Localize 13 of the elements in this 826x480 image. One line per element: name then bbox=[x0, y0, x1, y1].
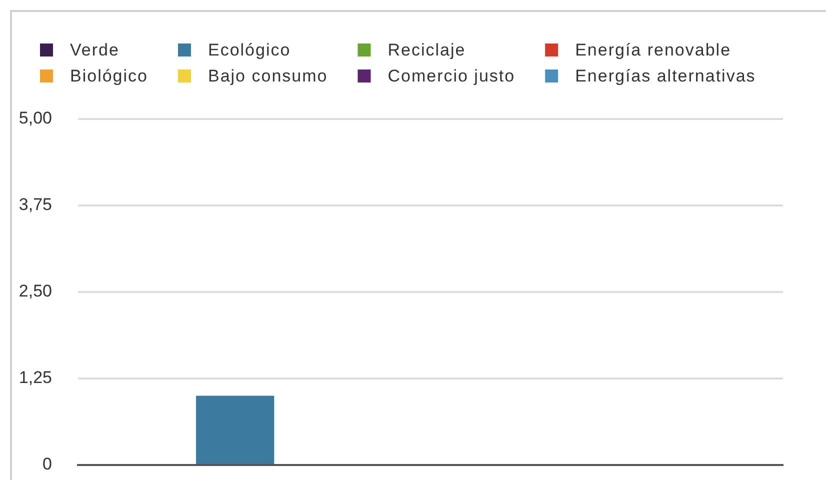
legend-label: Reciclaje bbox=[388, 40, 466, 60]
y-tick-label: 5,00 bbox=[18, 108, 52, 128]
y-tick-label: 0 bbox=[42, 454, 52, 474]
legend-label: Energía renovable bbox=[575, 40, 732, 60]
y-tick-label: 1,25 bbox=[18, 368, 52, 388]
y-tick-label: 3,75 bbox=[18, 195, 52, 214]
y-tick-label: 2,50 bbox=[18, 282, 52, 301]
legend-label: Biológico bbox=[70, 66, 148, 86]
legend-label: Comercio justo bbox=[388, 66, 516, 86]
legend-label: Verde bbox=[70, 40, 120, 60]
legend-label: Bajo consumo bbox=[208, 66, 328, 86]
legend-label: Ecológico bbox=[208, 40, 291, 60]
legend-label: Energías alternativas bbox=[575, 66, 756, 86]
